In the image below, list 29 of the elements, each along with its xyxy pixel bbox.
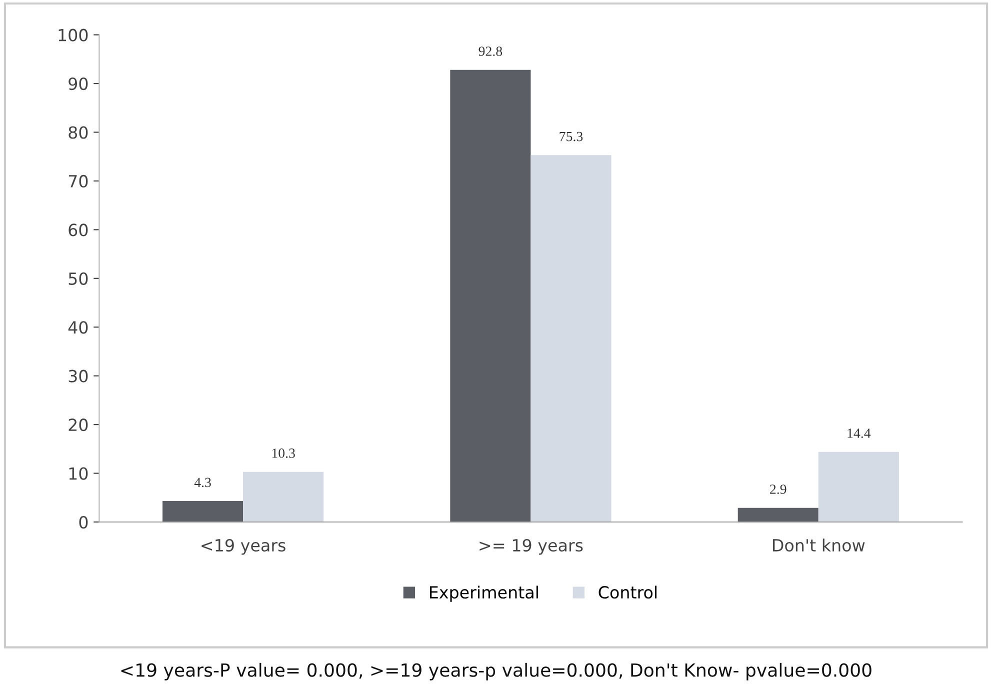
y-tick-label: 90 [68, 77, 88, 90]
legend-label: Experimental [430, 586, 538, 602]
text: <19 years-P value= 0.000, >=19 years-p value=0.000, Don't Know- pvalue=0.000 [121, 662, 872, 680]
x-tick-label: >= 19 years [480, 538, 583, 555]
y-tick-label: 100 [58, 28, 88, 42]
bar [243, 472, 324, 522]
data-label: 14.4 [848, 428, 871, 438]
data-label: 75.3 [560, 132, 583, 142]
data-label: 4.3 [194, 478, 211, 488]
y-tick-label: 50 [68, 272, 88, 285]
bar [530, 155, 612, 522]
y-tick-label: 70 [68, 174, 88, 188]
y-tick-label: 80 [68, 126, 88, 139]
x-tick-label: Don't know [773, 538, 865, 552]
bar [738, 508, 818, 522]
legend-label: Control [598, 586, 657, 599]
bar [162, 501, 244, 522]
x-tick-label: <19 years [202, 538, 286, 555]
y-tick-label: 30 [68, 370, 88, 382]
y-tick-label: 10 [69, 467, 88, 480]
y-tick-label: 40 [68, 321, 88, 334]
y-tick-label: 20 [68, 418, 88, 432]
data-label: 92.8 [478, 46, 502, 56]
data-label: 2.9 [770, 484, 786, 494]
y-tick-label: 60 [68, 224, 88, 236]
bar [450, 70, 531, 522]
bar [818, 452, 899, 522]
y-tick-label: 0 [79, 516, 88, 529]
data-label: 10.3 [272, 448, 295, 458]
